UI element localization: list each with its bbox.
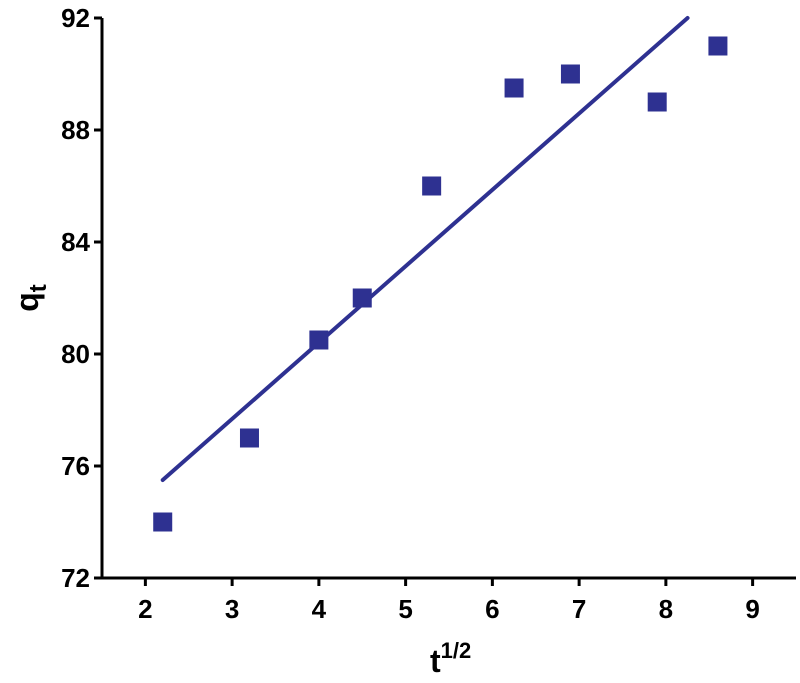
fit-layer — [160, 16, 690, 482]
data-point — [504, 78, 524, 98]
data-point — [647, 92, 667, 112]
y-axis-title: qt — [9, 284, 52, 312]
data-point — [352, 288, 372, 308]
data-point — [560, 64, 580, 84]
x-tick-label: 9 — [745, 594, 759, 624]
x-tick-label: 5 — [398, 594, 412, 624]
x-axis-title: t1/2 — [430, 638, 471, 679]
x-tick-label: 6 — [485, 594, 499, 624]
x-tick-label: 3 — [225, 594, 239, 624]
data-point — [309, 330, 329, 350]
x-tick-label: 7 — [572, 594, 586, 624]
y-tick-label: 88 — [61, 115, 90, 145]
x-tick-label: 4 — [312, 594, 327, 624]
x-axis: 2 3 4 5 6 7 8 9 — [100, 576, 796, 624]
data-point — [422, 176, 442, 196]
data-point — [708, 36, 728, 56]
y-axis: 72 76 80 84 88 92 — [61, 3, 104, 593]
y-axis-title-subscript: t — [25, 284, 52, 292]
y-axis-title-base: q — [9, 292, 45, 312]
y-tick-label: 80 — [61, 339, 90, 369]
fit-line — [160, 16, 690, 482]
x-tick-label: 2 — [138, 594, 152, 624]
data-point — [153, 512, 173, 532]
y-tick-label: 76 — [61, 451, 90, 481]
x-tick-label: 8 — [659, 594, 673, 624]
points-layer — [153, 36, 728, 532]
x-axis-title-base: t — [430, 643, 441, 679]
data-point — [239, 428, 259, 448]
y-tick-label: 92 — [61, 3, 90, 33]
y-tick-label: 72 — [61, 563, 90, 593]
y-tick-label: 84 — [61, 227, 90, 257]
x-axis-title-superscript: 1/2 — [441, 638, 472, 663]
